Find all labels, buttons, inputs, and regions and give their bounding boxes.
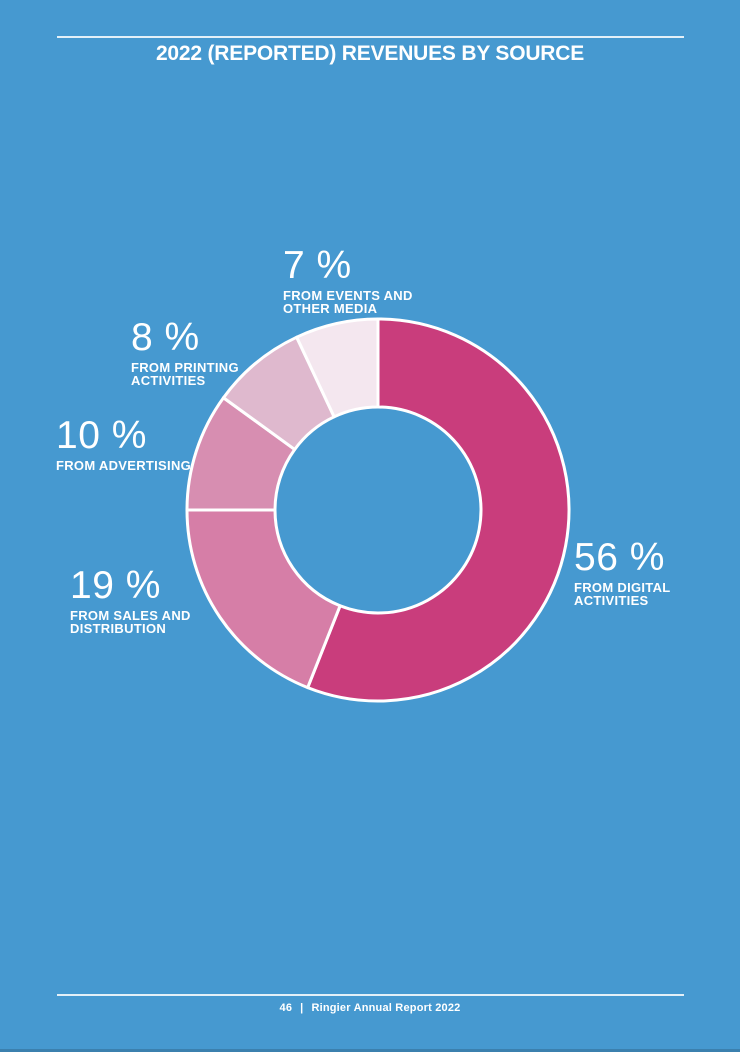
segment-value-advertising: 10 % (56, 414, 147, 457)
footer-separator: | (300, 1002, 304, 1014)
segment-value-printing: 8 % (131, 316, 200, 359)
page-title: 2022 (REPORTED) REVENUES BY SOURCE (155, 42, 585, 65)
segment-label-events-other-media: 7 % FROM EVENTS AND OTHER MEDIA (283, 244, 413, 316)
segment-caption-digital: FROM DIGITAL ACTIVITIES (574, 580, 671, 608)
segment-caption-sales-distribution: FROM SALES AND DISTRIBUTION (70, 608, 191, 636)
header-rule (57, 36, 684, 38)
segment-value-sales-distribution: 19 % (70, 564, 161, 607)
page-footer: 46 | Ringier Annual Report 2022 (0, 1002, 740, 1014)
segment-label-sales-distribution: 19 % FROM SALES AND DISTRIBUTION (70, 564, 191, 636)
segment-value-events-other-media: 7 % (283, 244, 352, 287)
segment-caption-printing: FROM PRINTING ACTIVITIES (131, 360, 239, 388)
footer-rule (57, 994, 684, 996)
segment-caption-advertising: FROM ADVERTISING (56, 458, 192, 473)
donut-segment-events-other-media (295, 317, 380, 419)
segment-label-printing: 8 % FROM PRINTING ACTIVITIES (131, 316, 239, 388)
donut-chart (185, 317, 571, 703)
footer-report-name: Ringier Annual Report 2022 (311, 1002, 461, 1014)
donut-segment-digital (306, 317, 571, 703)
segment-value-digital: 56 % (574, 536, 665, 579)
footer-page-number: 46 (279, 1002, 293, 1014)
segment-label-advertising: 10 % FROM ADVERTISING (56, 414, 192, 473)
segment-caption-events-other-media: FROM EVENTS AND OTHER MEDIA (283, 288, 413, 316)
donut-segment-sales-distribution (185, 508, 342, 690)
page-edge-shadow (0, 1049, 740, 1052)
segment-label-digital: 56 % FROM DIGITAL ACTIVITIES (574, 536, 671, 608)
